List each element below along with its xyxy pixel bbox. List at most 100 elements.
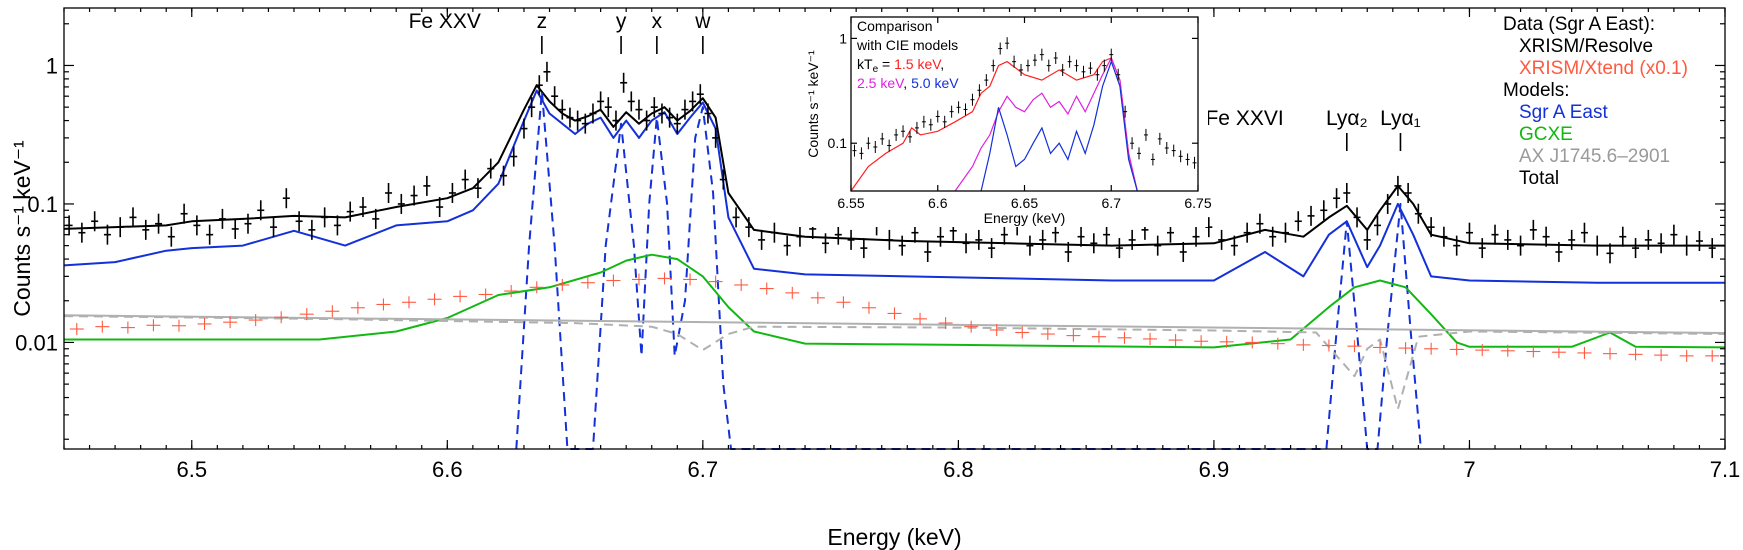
data-point-xrism-resolve <box>712 127 720 148</box>
data-point-xrism-resolve <box>936 226 944 247</box>
inset-data-point <box>1046 59 1051 72</box>
data-point-xrism-xtend-x0-1 <box>1526 345 1541 358</box>
data-point-xrism-resolve <box>783 235 791 256</box>
data-point-xrism-resolve <box>988 238 996 259</box>
data-point-xrism-resolve <box>796 226 804 247</box>
data-point-xrism-resolve <box>1115 238 1123 259</box>
data-point-xrism-resolve <box>1256 213 1264 234</box>
data-point-xrism-xtend-x0-1 <box>120 321 135 334</box>
inset-title-line-2: with CIE models <box>856 37 958 53</box>
legend-entry-gcxe: GCXE <box>1519 124 1573 145</box>
y-axis-label: Counts s⁻¹ keV⁻¹ <box>9 140 35 317</box>
data-point-xrism-resolve <box>1708 238 1716 259</box>
data-point-xrism-xtend-x0-1 <box>580 276 595 289</box>
inset-data-point <box>1150 153 1155 166</box>
data-point-xrism-xtend-x0-1 <box>734 278 749 291</box>
data-point-xrism-xtend-x0-1 <box>427 293 442 306</box>
data-point-xrism-resolve <box>1491 224 1499 245</box>
data-point-xrism-resolve <box>270 217 278 238</box>
inset-data-point <box>1185 153 1190 166</box>
data-point-xrism-resolve <box>597 91 605 112</box>
legend: Data (Sgr A East):XRISM/ResolveXRISM/Xte… <box>1503 14 1688 189</box>
data-point-xrism-xtend-x0-1 <box>1194 335 1209 348</box>
data-point-xrism-resolve <box>860 238 868 259</box>
data-point-xrism-resolve <box>885 229 893 250</box>
data-point-xrism-resolve <box>719 169 727 190</box>
main-plot-frame <box>63 7 1726 450</box>
inset-data-point <box>901 125 906 138</box>
data-point-xrism-resolve <box>155 213 163 234</box>
inset-data-point <box>1095 68 1100 81</box>
data-point-xrism-resolve <box>78 222 86 243</box>
legend-entry-xrism-resolve: XRISM/Resolve <box>1519 36 1653 57</box>
inset-data-point <box>970 93 975 106</box>
data-point-xrism-resolve <box>1333 188 1341 209</box>
data-point-xrism-resolve <box>103 224 111 245</box>
inset-data-point <box>1012 55 1017 68</box>
data-point-xrism-xtend-x0-1 <box>1398 342 1413 355</box>
data-point-xrism-xtend-x0-1 <box>1475 344 1490 357</box>
data-point-xrism-xtend-x0-1 <box>95 320 110 333</box>
data-point-xrism-resolve <box>627 91 635 112</box>
inset-x-tick-label: 6.55 <box>837 195 864 211</box>
inset-data-point <box>1109 48 1114 61</box>
inset-data-point <box>1143 128 1148 141</box>
data-point-xrism-resolve <box>1353 207 1361 228</box>
line-label-ly: Lyα₂ <box>1326 107 1368 130</box>
data-point-xrism-resolve <box>1205 217 1213 238</box>
data-point-xrism-resolve <box>423 175 431 196</box>
data-point-xrism-xtend-x0-1 <box>171 319 186 332</box>
inset-data-point <box>949 105 954 118</box>
data-point-xrism-resolve <box>696 84 704 105</box>
data-point-xrism-resolve <box>142 219 150 240</box>
data-point-xrism-xtend-x0-1 <box>1373 341 1388 354</box>
data-point-xrism-resolve <box>1504 229 1512 250</box>
data-point-xrism-resolve <box>1465 222 1473 243</box>
data-point-xrism-xtend-x0-1 <box>708 275 723 288</box>
data-point-xrism-resolve <box>745 217 753 238</box>
inset-series-1-5-kev <box>850 57 1138 192</box>
data-point-xrism-resolve <box>566 107 574 128</box>
data-point-xrism-xtend-x0-1 <box>350 301 365 314</box>
emission-line-labels: Fe XXV z y x w Fe XXVI Lyα₂ Lyα₁ <box>409 10 1421 151</box>
data-point-xrism-resolve <box>244 213 252 234</box>
data-point-xrism-resolve <box>1294 211 1302 232</box>
data-point-xrism-resolve <box>1606 243 1614 264</box>
data-point-xrism-resolve <box>962 233 970 254</box>
inset-series-5-0-kev <box>980 59 1138 192</box>
inset-series-layer <box>850 56 1138 192</box>
main-axis-ticks: 6.5 6.6 6.7 6.8 6.9 7 7.1 0.01 0.1 1 <box>15 8 1740 482</box>
data-point-xrism-xtend-x0-1 <box>1219 335 1234 348</box>
data-point-xrism-resolve <box>397 193 405 214</box>
data-point-xrism-resolve <box>1394 175 1402 196</box>
data-point-xrism-resolve <box>1683 235 1691 256</box>
data-point-xrism-xtend-x0-1 <box>453 290 468 303</box>
data-point-xrism-xtend-x0-1 <box>1143 332 1158 345</box>
inset-data-point <box>1178 150 1183 163</box>
data-point-xrism-resolve <box>681 99 689 120</box>
data-point-xrism-resolve <box>295 211 303 232</box>
data-point-xrism-resolve <box>535 75 543 96</box>
data-point-xrism-resolve <box>1644 229 1652 250</box>
data-point-xrism-resolve <box>1090 233 1098 254</box>
data-point-xrism-resolve <box>581 113 589 134</box>
inset-data-point <box>998 42 1003 55</box>
inset-data-points-layer <box>852 37 1197 169</box>
data-point-xrism-resolve <box>333 215 341 236</box>
data-point-xrism-resolve <box>346 201 354 222</box>
inset-data-point <box>928 118 933 131</box>
data-point-xrism-xtend-x0-1 <box>1500 344 1515 357</box>
inset-plot: 6.55 6.6 6.65 6.7 6.75 0.1 1 Energy (keV) Coun… <box>788 12 1212 227</box>
inset-data-point <box>1053 52 1058 65</box>
inset-data-point <box>935 110 940 123</box>
data-point-xrism-resolve <box>1179 241 1187 262</box>
data-point-xrism-resolve <box>231 218 239 239</box>
inset-data-point <box>866 137 871 150</box>
data-point-xrism-xtend-x0-1 <box>683 273 698 286</box>
inset-data-point <box>1032 54 1037 67</box>
legend-entry-total: Total <box>1519 168 1559 189</box>
data-point-xrism-resolve <box>500 165 508 186</box>
inset-data-point <box>1171 144 1176 157</box>
data-point-xrism-resolve <box>635 99 643 120</box>
kt-label: kT <box>857 56 873 72</box>
